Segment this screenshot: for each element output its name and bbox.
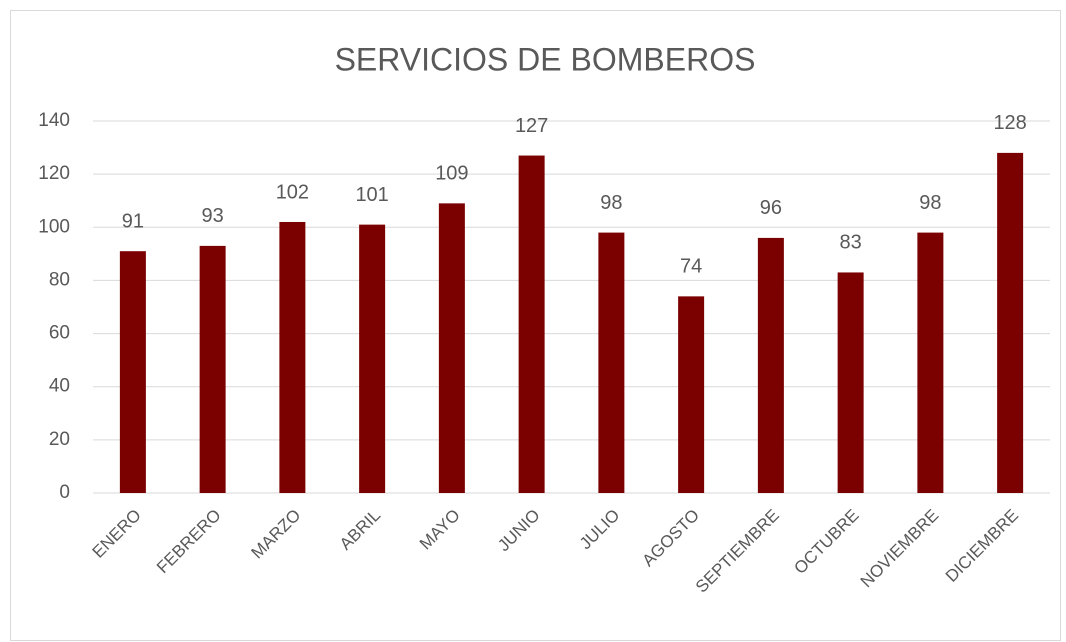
y-tick-label: 80	[49, 269, 70, 290]
data-label: 83	[840, 232, 862, 254]
y-tick-label: 140	[38, 110, 70, 131]
bar	[518, 155, 545, 494]
data-label: 109	[435, 163, 468, 185]
data-label: 127	[515, 115, 548, 137]
bar	[279, 221, 306, 493]
data-label: 98	[919, 192, 941, 214]
bar	[997, 152, 1024, 493]
data-label: 96	[760, 197, 782, 219]
y-tick-label: 60	[49, 323, 70, 344]
data-label: 74	[680, 256, 702, 278]
bar	[119, 251, 146, 493]
y-tick-label: 100	[38, 216, 70, 237]
bar	[359, 224, 386, 493]
y-tick-label: 40	[49, 376, 70, 397]
bar	[678, 296, 705, 493]
data-label: 102	[276, 181, 309, 203]
data-label: 93	[202, 205, 224, 227]
y-tick-label: 120	[38, 163, 70, 184]
data-label: 101	[355, 184, 388, 206]
data-label: 128	[993, 112, 1026, 134]
y-tick-label: 20	[49, 429, 70, 450]
bar	[757, 237, 784, 493]
bar	[917, 232, 944, 493]
data-label: 98	[600, 192, 622, 214]
data-label: 91	[122, 210, 144, 232]
bar	[199, 245, 226, 493]
bar	[598, 232, 625, 493]
bar	[438, 203, 465, 493]
bar	[837, 272, 864, 493]
y-tick-label: 0	[59, 482, 70, 503]
chart-title: SERVICIOS DE BOMBEROS	[335, 41, 756, 77]
